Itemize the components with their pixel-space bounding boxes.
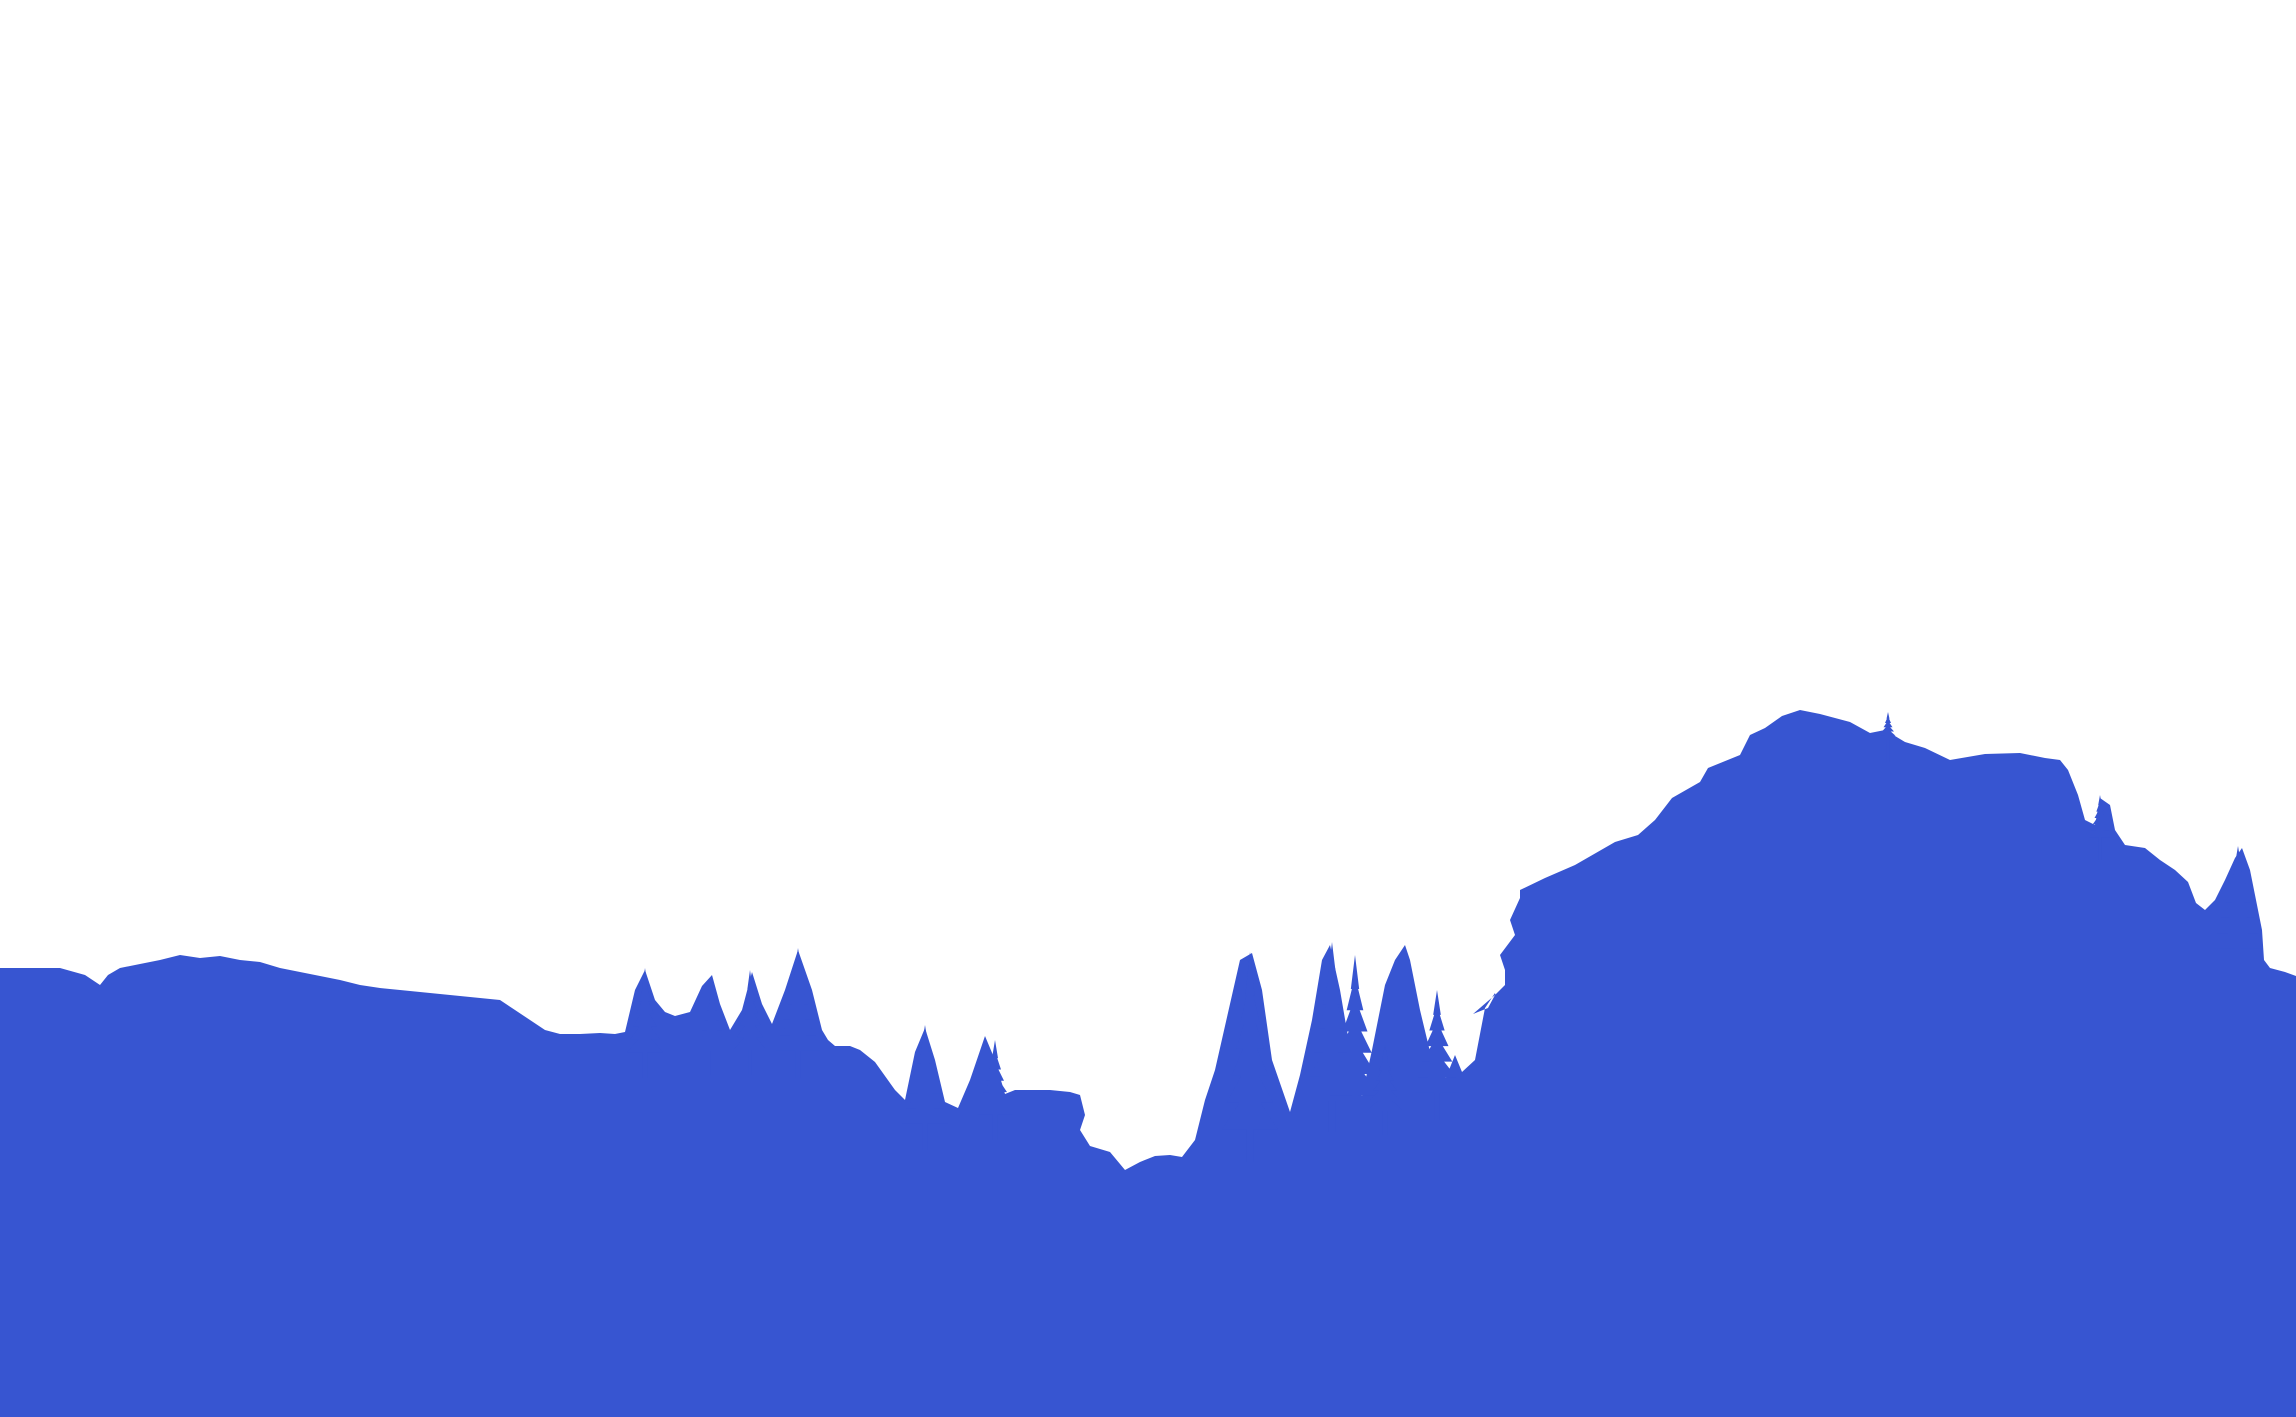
conifer-tree	[734, 970, 766, 1075]
conifer-tree	[697, 985, 727, 1075]
conifer-tree	[977, 1040, 1013, 1140]
mountain-silhouette	[0, 710, 2296, 1417]
tree-group	[627, 712, 2263, 1162]
conifer-tree	[627, 968, 663, 1078]
conifer-tree	[2213, 846, 2263, 976]
conifer-tree	[1367, 1045, 1403, 1135]
conifer-tree	[2089, 795, 2111, 860]
conifer-tree	[1414, 990, 1460, 1120]
conifer-tree	[1879, 712, 1897, 762]
conifer-tree	[776, 948, 820, 1078]
conifer-tree	[1330, 955, 1380, 1125]
conifer-tree	[902, 1025, 948, 1150]
conifer-tree	[1222, 952, 1278, 1162]
